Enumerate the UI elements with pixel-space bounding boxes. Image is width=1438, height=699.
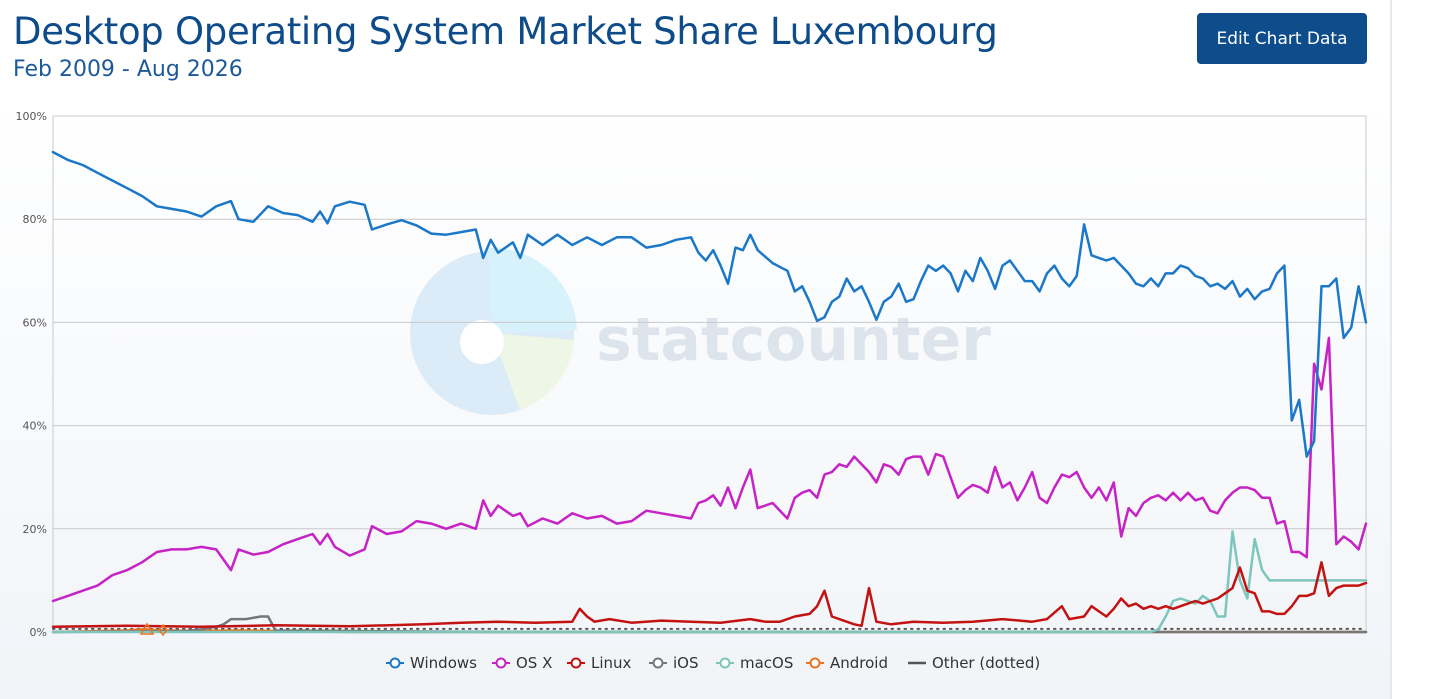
y-tick-label: 40% (23, 420, 47, 433)
y-axis: 0% 20% 40% 60% 80% 100% (16, 110, 47, 639)
y-tick-label: 80% (23, 213, 47, 226)
series-line-linux[interactable] (51, 561, 1368, 629)
legend-label: OS X (516, 654, 552, 672)
page-subtitle: Feb 2009 - Aug 2026 (13, 57, 243, 82)
series-lines (51, 150, 1368, 637)
legend-item[interactable]: Other (dotted) (908, 654, 1040, 672)
panel-divider (1390, 0, 1392, 699)
watermark-text: statcounter (596, 305, 991, 375)
legend: Windows OS X Linux iOS macOS Android Other (do… (386, 654, 1040, 672)
legend-item[interactable]: Windows (386, 654, 477, 672)
chart-background (0, 95, 1390, 699)
y-tick-label: 20% (23, 523, 47, 536)
legend-item[interactable]: Android (806, 654, 888, 672)
legend-label: Other (dotted) (932, 654, 1040, 672)
page-title: Desktop Operating System Market Share Lu… (13, 10, 998, 53)
legend-label: Linux (591, 654, 632, 672)
legend-label: macOS (740, 654, 793, 672)
android-marker (158, 623, 168, 637)
legend-marker (495, 657, 507, 669)
legend-marker (719, 657, 731, 669)
legend-item[interactable]: macOS (716, 654, 793, 672)
edit-chart-data-button[interactable]: Edit Chart Data (1197, 13, 1367, 64)
legend-item[interactable]: OS X (492, 654, 552, 672)
legend-marker (389, 657, 401, 669)
series-line-windows[interactable] (51, 150, 1368, 458)
legend-label: Windows (410, 654, 477, 672)
statcounter-watermark: statcounter (410, 247, 991, 415)
series-line-os-x[interactable] (51, 336, 1368, 603)
legend-marker (809, 657, 821, 669)
legend-label: Android (830, 654, 888, 672)
y-tick-label: 0% (30, 626, 47, 639)
y-tick-label: 60% (23, 316, 47, 329)
y-tick-label: 100% (16, 110, 47, 123)
legend-item[interactable]: Linux (567, 654, 632, 672)
legend-marker (652, 657, 664, 669)
legend-marker (570, 657, 582, 669)
legend-item[interactable]: iOS (649, 654, 699, 672)
android-marker (139, 622, 155, 635)
legend-label: iOS (673, 654, 699, 672)
